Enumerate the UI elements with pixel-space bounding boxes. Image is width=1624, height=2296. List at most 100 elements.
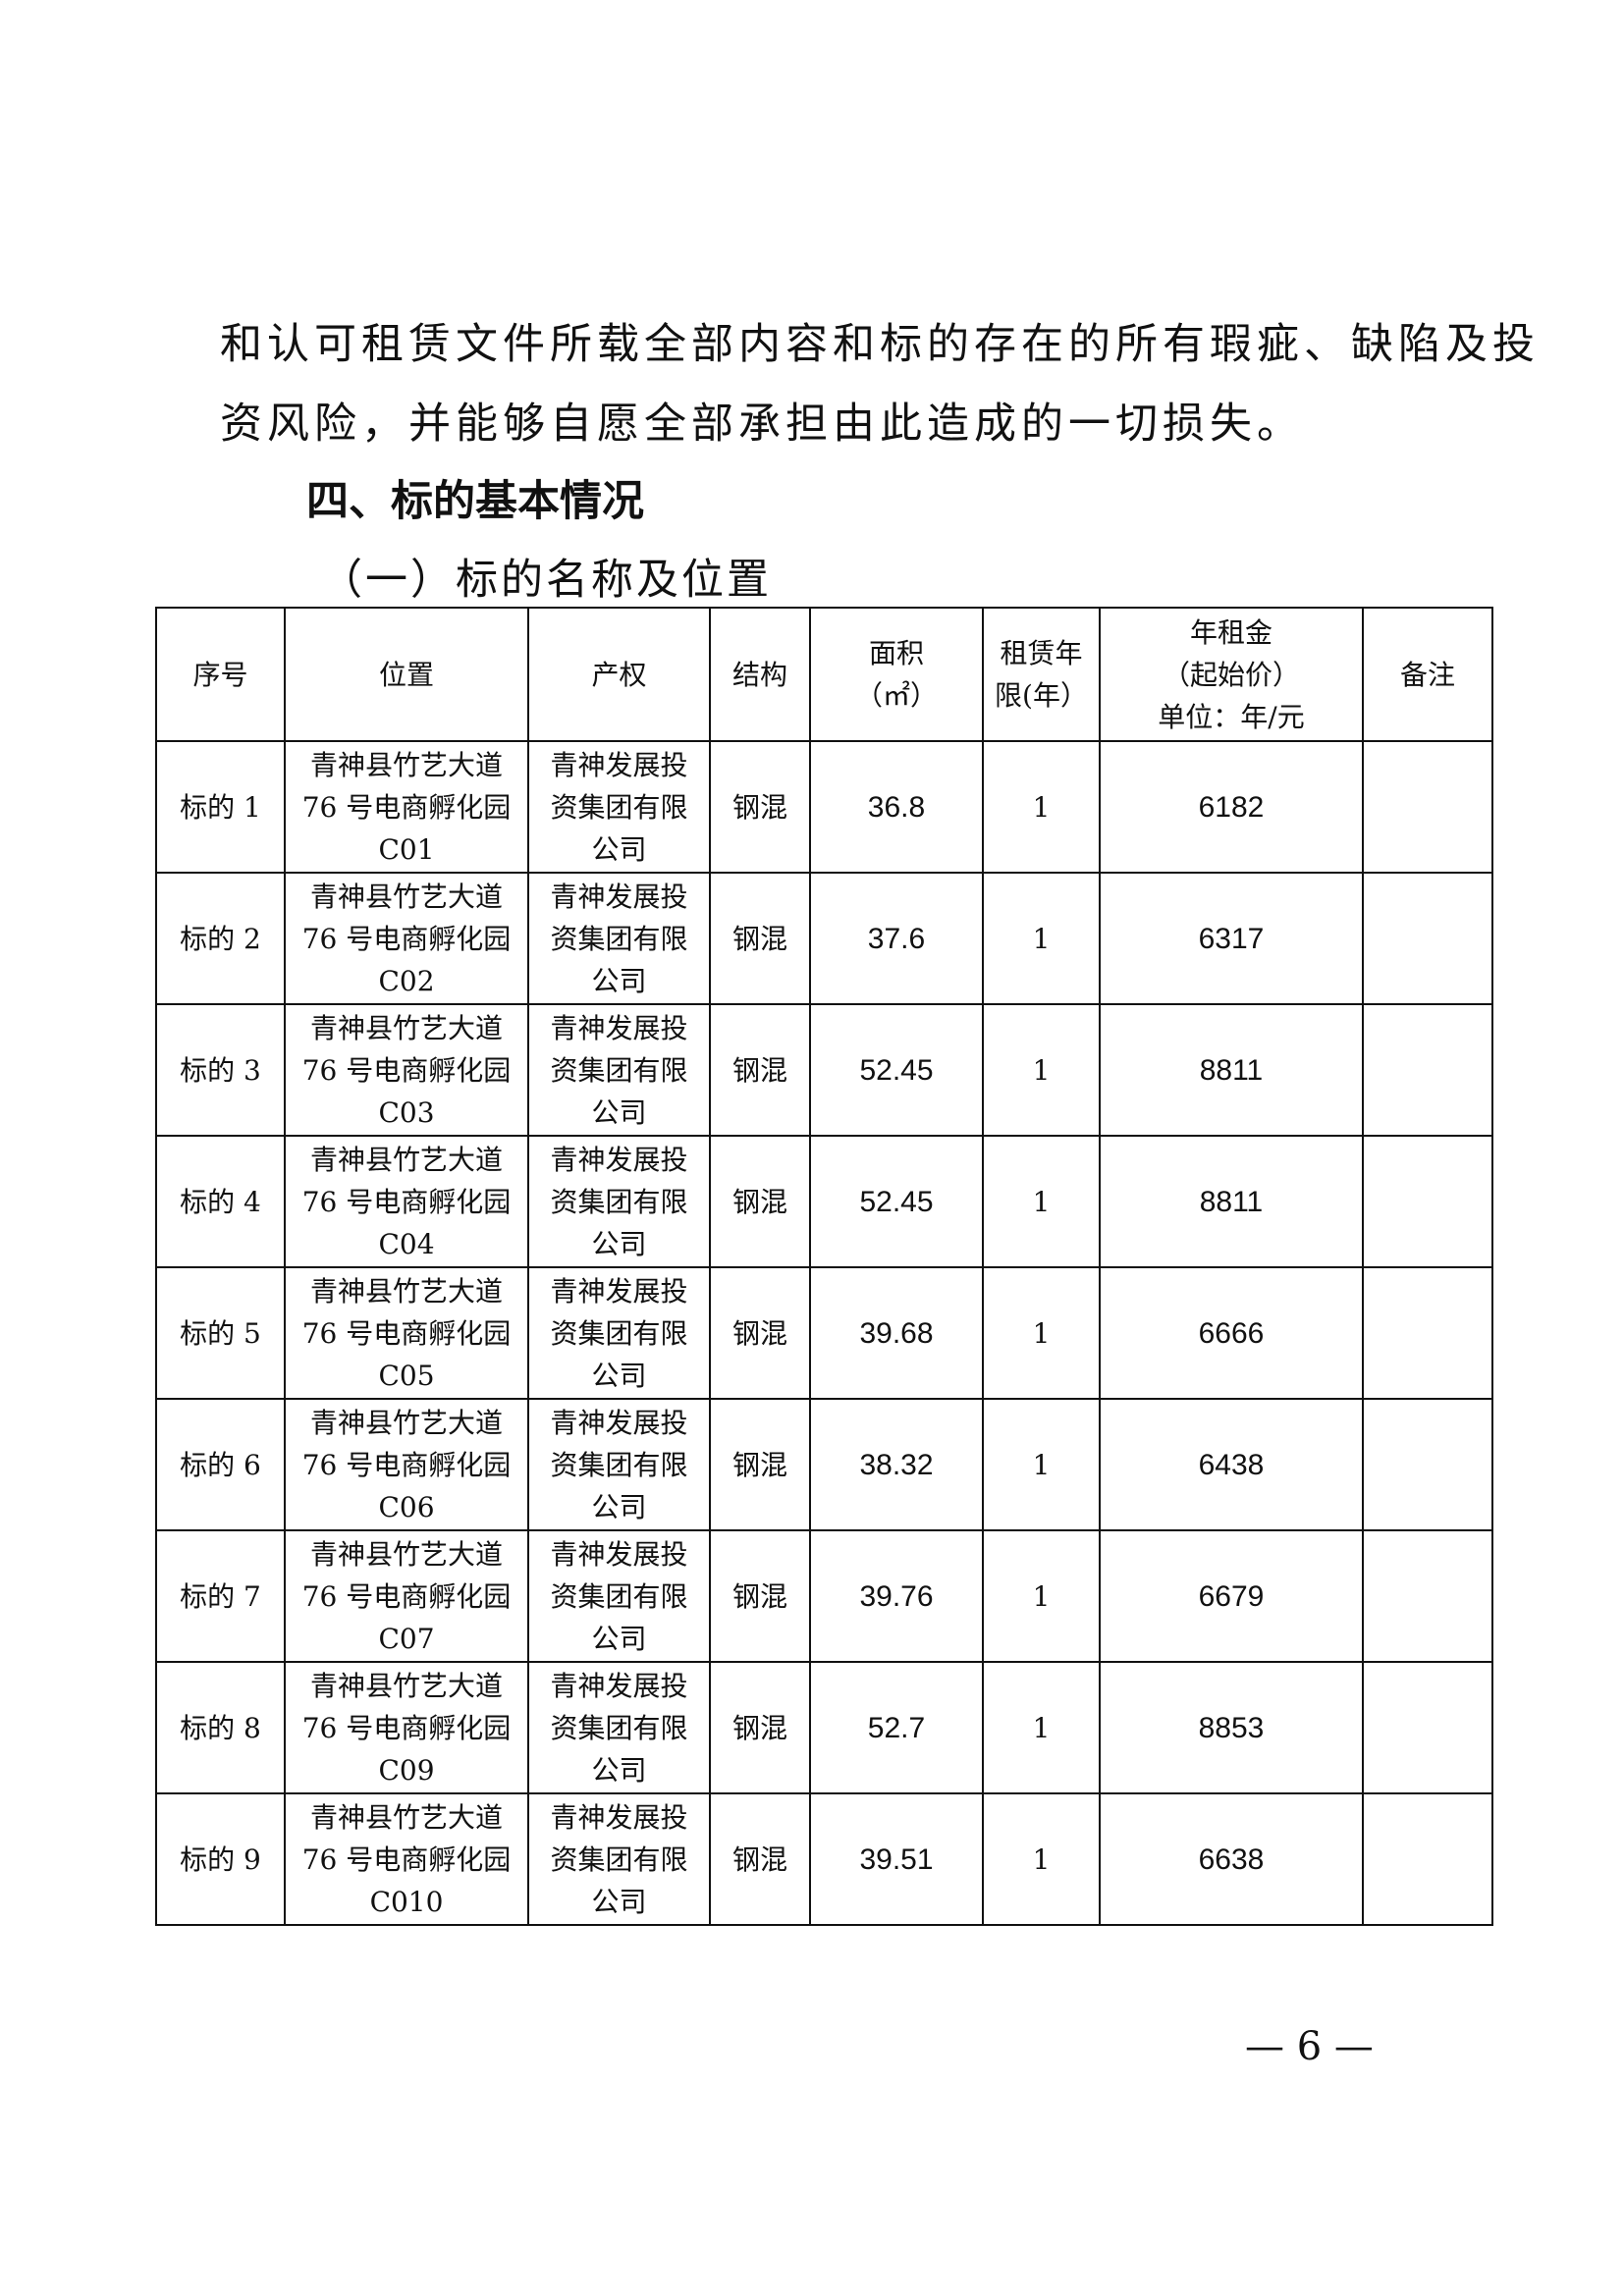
cell-id: 标的 7: [155, 1529, 286, 1663]
section-heading: 四、标的基本情况: [306, 477, 644, 526]
header-note: 备注: [1362, 607, 1493, 742]
cell-rent: 8811: [1099, 1135, 1364, 1268]
owner-line: 青神发展投: [550, 1537, 688, 1571]
table-row: 标的 6 青神县竹艺大道 76 号电商孵化园 C06 青神发展投 资集团有限 公司 钢混…: [155, 1398, 1493, 1531]
cell-term: 1: [982, 740, 1101, 874]
cell-rent: 6438: [1099, 1398, 1364, 1531]
table-row: 标的 4 青神县竹艺大道 76 号电商孵化园 C04 青神发展投 资集团有限 公司 钢混…: [155, 1135, 1493, 1268]
cell-location: 青神县竹艺大道 76 号电商孵化园 C07: [284, 1529, 529, 1663]
cell-rent: 6182: [1099, 740, 1364, 874]
cell-rent: 6666: [1099, 1266, 1364, 1400]
cell-note: [1362, 1003, 1493, 1137]
owner-line: 青神发展投: [550, 1274, 688, 1308]
cell-id: 标的 4: [155, 1135, 286, 1268]
header-term: 租赁年 限(年）: [982, 607, 1101, 742]
location-line: C010: [369, 1885, 444, 1918]
location-line: 青神县竹艺大道: [309, 1537, 503, 1571]
cell-location: 青神县竹艺大道 76 号电商孵化园 C05: [284, 1266, 529, 1400]
header-rent-line: （起始价）: [1162, 658, 1300, 691]
cell-note: [1362, 1792, 1493, 1926]
owner-line: 公司: [591, 1490, 647, 1523]
location-line: 76 号电商孵化园: [301, 1185, 512, 1218]
cell-location: 青神县竹艺大道 76 号电商孵化园 C09: [284, 1661, 529, 1794]
header-owner: 产权: [527, 607, 711, 742]
location-line: 青神县竹艺大道: [309, 1669, 503, 1702]
paragraph-line-2: 资风险，并能够自愿全部承担由此造成的一切损失。: [220, 400, 1304, 449]
cell-note: [1362, 1398, 1493, 1531]
owner-line: 公司: [591, 1227, 647, 1260]
location-line: C05: [378, 1359, 435, 1392]
cell-owner: 青神发展投 资集团有限 公司: [527, 1266, 711, 1400]
cell-id: 标的 3: [155, 1003, 286, 1137]
table-header-row: 序号 位置 产权 结构 面积 （㎡） 租赁年 限(年） 年租金 （起始价） 单位：年/元…: [155, 607, 1493, 742]
table-row: 标的 8 青神县竹艺大道 76 号电商孵化园 C09 青神发展投 资集团有限 公司 钢混…: [155, 1661, 1493, 1794]
lot-table: 序号 位置 产权 结构 面积 （㎡） 租赁年 限(年） 年租金 （起始价） 单位：年/元…: [155, 607, 1493, 1926]
cell-term: 1: [982, 872, 1101, 1005]
location-line: C09: [378, 1753, 435, 1787]
owner-line: 资集团有限: [550, 1711, 688, 1744]
owner-line: 公司: [591, 832, 647, 866]
header-location: 位置: [284, 607, 529, 742]
cell-note: [1362, 1529, 1493, 1663]
cell-area: 52.45: [809, 1003, 984, 1137]
location-line: C03: [378, 1095, 435, 1129]
cell-structure: 钢混: [709, 740, 811, 874]
cell-area: 52.7: [809, 1661, 984, 1794]
owner-line: 资集团有限: [550, 1842, 688, 1876]
owner-line: 公司: [591, 1753, 647, 1787]
table-row: 标的 9 青神县竹艺大道 76 号电商孵化园 C010 青神发展投 资集团有限 公司 钢…: [155, 1792, 1493, 1926]
cell-owner: 青神发展投 资集团有限 公司: [527, 872, 711, 1005]
cell-area: 39.68: [809, 1266, 984, 1400]
cell-id: 标的 9: [155, 1792, 286, 1926]
cell-owner: 青神发展投 资集团有限 公司: [527, 740, 711, 874]
location-line: 76 号电商孵化园: [301, 1711, 512, 1744]
cell-id: 标的 5: [155, 1266, 286, 1400]
cell-location: 青神县竹艺大道 76 号电商孵化园 C01: [284, 740, 529, 874]
owner-line: 资集团有限: [550, 1316, 688, 1350]
cell-note: [1362, 1661, 1493, 1794]
cell-term: 1: [982, 1003, 1101, 1137]
cell-structure: 钢混: [709, 1135, 811, 1268]
cell-owner: 青神发展投 资集团有限 公司: [527, 1398, 711, 1531]
location-line: 76 号电商孵化园: [301, 1448, 512, 1481]
header-rent: 年租金 （起始价） 单位：年/元: [1099, 607, 1364, 742]
header-id: 序号: [155, 607, 286, 742]
cell-id: 标的 1: [155, 740, 286, 874]
cell-note: [1362, 1135, 1493, 1268]
location-line: 青神县竹艺大道: [309, 1143, 503, 1176]
owner-line: 资集团有限: [550, 1053, 688, 1087]
location-line: C06: [378, 1490, 435, 1523]
location-line: 青神县竹艺大道: [309, 1800, 503, 1834]
paragraph-line-1: 和认可租赁文件所载全部内容和标的存在的所有瑕疵、缺陷及投: [220, 320, 1540, 369]
cell-id: 标的 8: [155, 1661, 286, 1794]
table-row: 标的 2 青神县竹艺大道 76 号电商孵化园 C02 青神发展投 资集团有限 公司 钢混…: [155, 872, 1493, 1005]
cell-area: 52.45: [809, 1135, 984, 1268]
cell-note: [1362, 740, 1493, 874]
owner-line: 青神发展投: [550, 880, 688, 913]
location-line: C02: [378, 964, 435, 997]
cell-owner: 青神发展投 资集团有限 公司: [527, 1135, 711, 1268]
location-line: 76 号电商孵化园: [301, 1053, 512, 1087]
owner-line: 公司: [591, 1885, 647, 1918]
cell-location: 青神县竹艺大道 76 号电商孵化园 C04: [284, 1135, 529, 1268]
owner-line: 公司: [591, 1095, 647, 1129]
location-line: 青神县竹艺大道: [309, 1011, 503, 1044]
cell-term: 1: [982, 1266, 1101, 1400]
header-term-line: 租赁年: [1000, 637, 1083, 669]
cell-owner: 青神发展投 资集团有限 公司: [527, 1792, 711, 1926]
location-line: C07: [378, 1622, 435, 1655]
page-number: — 6 —: [1245, 2024, 1374, 2069]
owner-line: 公司: [591, 964, 647, 997]
cell-term: 1: [982, 1792, 1101, 1926]
owner-line: 公司: [591, 1622, 647, 1655]
header-area: 面积 （㎡）: [809, 607, 984, 742]
cell-area: 39.76: [809, 1529, 984, 1663]
header-area-line: （㎡）: [854, 679, 938, 712]
header-rent-line: 单位：年/元: [1158, 700, 1305, 733]
location-line: 76 号电商孵化园: [301, 1842, 512, 1876]
subsection-heading: （一）标的名称及位置: [320, 556, 772, 605]
table-row: 标的 7 青神县竹艺大道 76 号电商孵化园 C07 青神发展投 资集团有限 公司 钢混…: [155, 1529, 1493, 1663]
cell-location: 青神县竹艺大道 76 号电商孵化园 C06: [284, 1398, 529, 1531]
table-row: 标的 3 青神县竹艺大道 76 号电商孵化园 C03 青神发展投 资集团有限 公司 钢混…: [155, 1003, 1493, 1137]
